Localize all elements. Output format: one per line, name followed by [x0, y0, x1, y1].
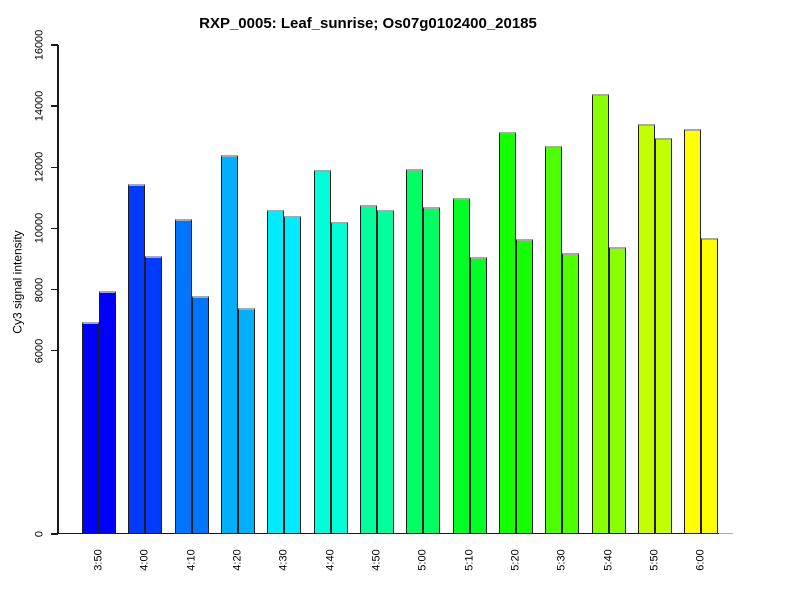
y-axis-tick — [51, 166, 58, 168]
y-axis-tick-label: 6000 — [33, 338, 46, 363]
bar — [701, 237, 719, 534]
x-axis-tick-label: 4:10 — [185, 549, 198, 571]
x-axis-tick-label: 6:00 — [694, 549, 707, 571]
x-axis-tick-label: 5:10 — [463, 549, 476, 571]
bar — [313, 170, 331, 534]
y-axis-tick-label: 0 — [33, 530, 46, 538]
x-axis-tick-label: 5:40 — [602, 549, 615, 571]
bar — [608, 246, 626, 534]
bar — [99, 291, 116, 534]
bar — [174, 219, 192, 534]
y-axis-label: Cy3 signal intensity — [10, 230, 25, 334]
y-axis-tick — [51, 105, 58, 107]
bar — [423, 206, 441, 534]
y-axis-tick-label: 10000 — [33, 213, 46, 244]
bar — [637, 124, 655, 534]
x-axis-tick-label: 4:20 — [231, 549, 244, 571]
bar — [237, 307, 255, 534]
x-axis-tick-label: 4:00 — [138, 549, 151, 571]
y-axis-tick — [51, 227, 58, 230]
bar — [654, 138, 672, 534]
bar — [359, 205, 377, 534]
y-axis-tick-label: 16000 — [33, 29, 46, 61]
x-axis-tick-label: 5:50 — [648, 549, 661, 571]
bar — [591, 93, 609, 534]
bar — [684, 129, 702, 534]
bar — [220, 155, 238, 534]
y-axis-tick-label: 8000 — [33, 277, 46, 302]
x-axis-tick-label: 3:50 — [92, 549, 105, 571]
y-axis-tick — [51, 349, 58, 352]
bar — [145, 255, 163, 534]
y-axis-tick — [51, 533, 58, 535]
bar — [82, 321, 99, 534]
bar — [469, 257, 487, 534]
bar — [191, 295, 209, 534]
x-baseline-end — [719, 532, 733, 534]
bar — [452, 197, 470, 534]
x-axis-tick-label: 4:40 — [324, 549, 337, 571]
bar — [545, 145, 563, 534]
bar — [562, 252, 580, 534]
y-axis-tick-label: 14000 — [33, 90, 46, 122]
bar — [128, 184, 146, 534]
bar — [406, 168, 424, 534]
x-axis-tick-label: 4:30 — [277, 549, 290, 571]
bar — [498, 132, 516, 534]
bar — [515, 239, 533, 534]
y-axis-tick — [51, 44, 58, 46]
x-axis-tick-label: 5:30 — [555, 549, 568, 571]
x-axis-tick-label: 5:20 — [509, 549, 522, 571]
bar — [330, 222, 348, 534]
y-axis-tick-label: 12000 — [33, 151, 46, 183]
chart-title: RXP_0005: Leaf_sunrise; Os07g0102400_201… — [199, 15, 537, 32]
x-axis-tick-label: 5:00 — [416, 549, 429, 571]
x-axis-tick-label: 4:50 — [370, 549, 383, 571]
bar — [267, 210, 285, 534]
bar — [376, 210, 394, 534]
bar — [284, 216, 302, 534]
y-axis-tick — [51, 288, 58, 291]
